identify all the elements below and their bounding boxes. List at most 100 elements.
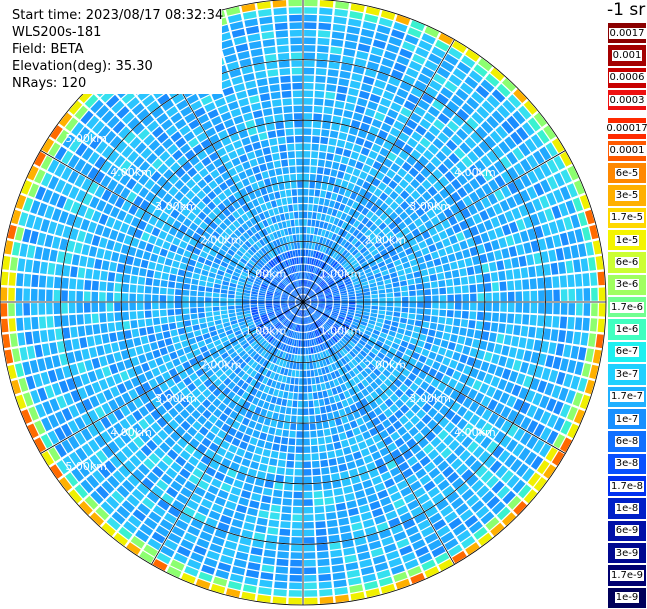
ray-bin: [269, 458, 277, 466]
ray-bin: [494, 250, 502, 260]
ray-bin: [227, 533, 239, 542]
ray-bin: [306, 235, 309, 242]
ray-bin: [553, 290, 560, 301]
ray-bin: [279, 145, 287, 152]
ray-bin: [347, 135, 356, 143]
ray-bin: [459, 240, 468, 249]
ray-bin: [290, 575, 302, 582]
ray-bin: [303, 378, 307, 384]
ray-bin: [513, 360, 522, 371]
ray-bin: [409, 308, 416, 313]
ray-bin: [319, 15, 332, 22]
range-label: 2.00km: [200, 234, 242, 247]
ray-bin: [102, 227, 111, 238]
ray-bin: [177, 349, 185, 357]
ray-bin: [372, 298, 378, 301]
ray-bin: [303, 371, 306, 377]
ray-bin: [238, 424, 246, 432]
ray-bin: [266, 473, 275, 481]
ray-bin: [292, 197, 297, 204]
ray-bin: [387, 307, 394, 311]
ray-bin: [356, 418, 364, 426]
ray-bin: [330, 427, 337, 435]
ray-bin: [324, 99, 334, 107]
ray-bin: [365, 487, 376, 496]
ray-bin: [366, 421, 375, 430]
ray-bin: [320, 452, 328, 459]
ray-bin: [286, 220, 291, 227]
colorbar-label: 6e-6: [615, 257, 640, 268]
ray-bin: [568, 289, 575, 301]
ray-bin: [353, 144, 362, 152]
ray-bin: [141, 336, 149, 345]
ray-bin: [198, 302, 204, 307]
ray-bin: [296, 159, 302, 166]
ray-bin: [330, 47, 342, 55]
ray-bin: [243, 299, 249, 302]
ray-bin: [48, 329, 56, 341]
ray-bin: [294, 492, 303, 499]
ray-bin: [334, 488, 344, 496]
ray-bin: [364, 14, 378, 23]
ray-bin: [165, 234, 174, 243]
ray-bin: [485, 303, 492, 311]
ray-bin: [297, 174, 303, 181]
ray-bin: [316, 61, 327, 68]
ray-bin: [152, 227, 161, 236]
ray-bin: [45, 235, 54, 248]
colorbar-label: 1e-9: [615, 592, 640, 603]
ray-bin: [111, 342, 119, 352]
ray-bin: [324, 107, 333, 114]
ray-bin: [315, 91, 325, 98]
ray-bin: [425, 237, 433, 245]
ray-bin: [304, 68, 314, 75]
ray-bin: [313, 484, 322, 491]
ray-bin: [304, 507, 313, 514]
ray-bin: [543, 328, 551, 340]
ray-bin: [266, 123, 275, 131]
ray-bin: [251, 294, 258, 297]
ray-bin: [433, 258, 441, 266]
ray-bin: [282, 430, 289, 437]
ray-bin: [356, 308, 363, 311]
ray-bin: [279, 529, 290, 536]
ray-bin: [378, 285, 385, 290]
ray-bin: [304, 598, 317, 605]
ray-bin: [295, 128, 303, 135]
ray-bin: [560, 317, 567, 329]
ray-bin: [290, 567, 302, 574]
ray-bin: [515, 314, 522, 324]
ray-bin: [455, 303, 462, 310]
ray-bin: [311, 220, 315, 227]
ray-bin: [257, 518, 268, 526]
ray-bin: [316, 68, 327, 75]
ray-bin: [367, 61, 379, 70]
ray-bin: [425, 296, 432, 302]
ray-bin: [319, 152, 326, 159]
ray-bin: [295, 250, 298, 257]
ray-bin: [364, 302, 371, 305]
ray-bin: [39, 289, 46, 301]
ray-bin: [343, 486, 353, 494]
ray-bin: [139, 328, 147, 336]
colorbar-bin: 0.0017: [607, 22, 647, 44]
ray-bin: [89, 347, 97, 358]
ray-bin: [575, 229, 584, 243]
ray-bin: [272, 99, 282, 107]
ray-bin: [435, 354, 443, 363]
ray-bin: [273, 597, 287, 604]
ray-bin: [314, 491, 323, 498]
ray-bin: [74, 350, 83, 361]
ray-bin: [183, 308, 190, 314]
ray-bin: [177, 322, 184, 329]
ray-bin: [264, 418, 271, 426]
ray-bin: [269, 138, 277, 146]
ray-bin: [430, 323, 437, 330]
ray-bin: [392, 277, 399, 283]
colorbar-label: 3e-6: [615, 279, 640, 290]
ray-bin: [288, 598, 301, 605]
ray-bin: [46, 303, 53, 314]
ray-bin: [289, 583, 302, 590]
ray-bin: [79, 337, 87, 348]
ray-bin: [207, 321, 214, 327]
